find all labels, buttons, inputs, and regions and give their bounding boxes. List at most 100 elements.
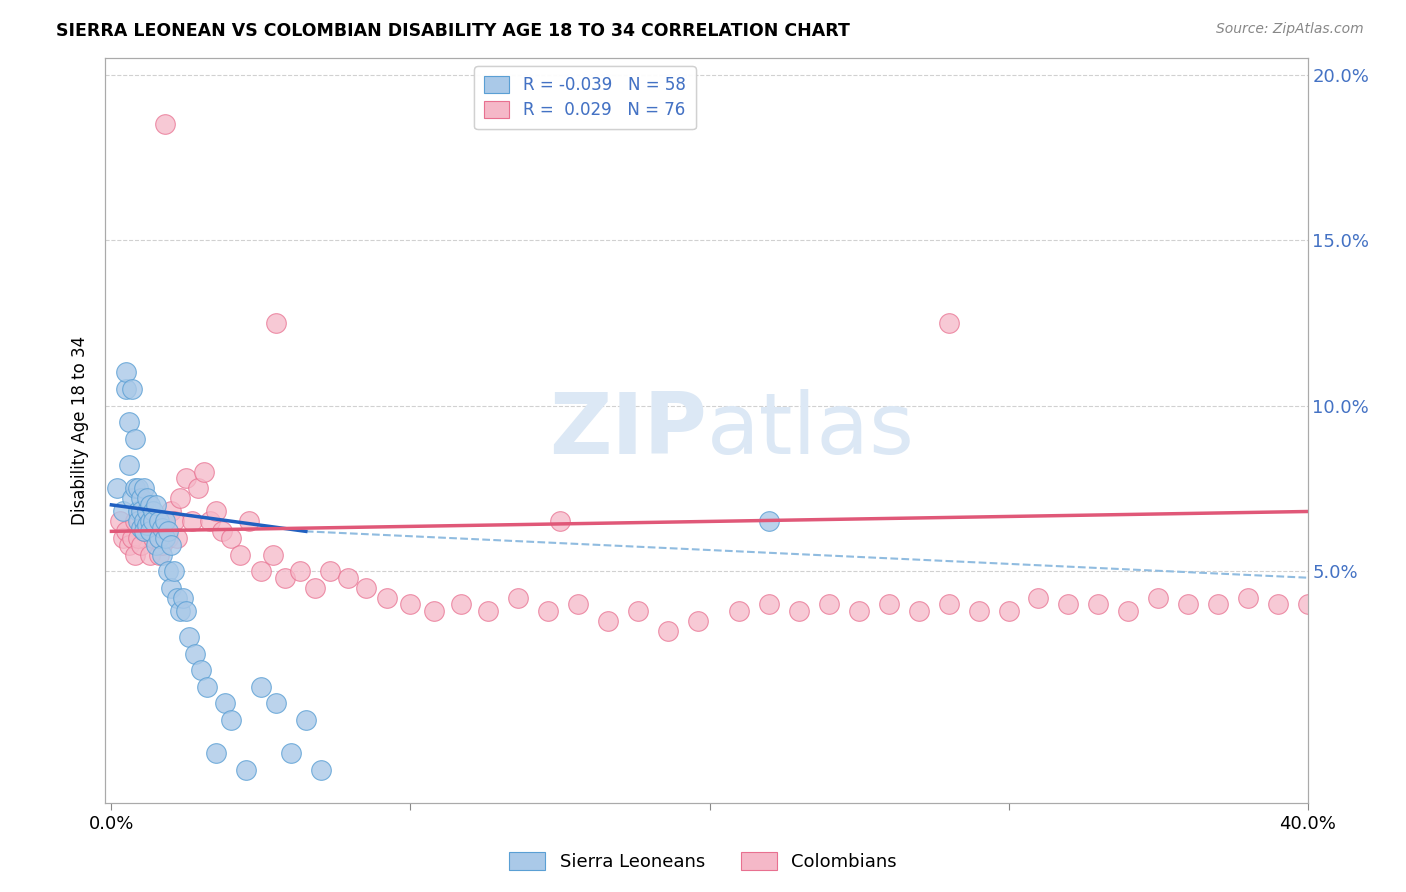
Point [274, 571, 297, 585]
Point [142, 531, 165, 545]
Point [134, 515, 156, 529]
Text: SIERRA LEONEAN VS COLOMBIAN DISABILITY AGE 18 TO 34 CORRELATION CHART: SIERRA LEONEAN VS COLOMBIAN DISABILITY A… [56, 22, 851, 40]
Point [166, 531, 188, 545]
Text: atlas: atlas [707, 389, 914, 472]
Point [205, 504, 228, 518]
Point [115, 366, 138, 380]
Point [184, 647, 207, 661]
Point [174, 604, 197, 618]
Point [908, 604, 931, 618]
Point [1267, 597, 1289, 611]
Point [1296, 597, 1319, 611]
Point [134, 481, 156, 495]
Point [537, 604, 560, 618]
Point [967, 604, 990, 618]
Point [169, 491, 191, 506]
Point [139, 524, 162, 539]
Point [174, 471, 197, 485]
Point [155, 531, 177, 545]
Point [112, 504, 135, 518]
Point [107, 481, 129, 495]
Point [131, 504, 153, 518]
Text: ZIP: ZIP [548, 389, 707, 472]
Point [136, 515, 159, 529]
Point [139, 498, 162, 512]
Point [304, 581, 326, 595]
Point [127, 481, 149, 495]
Point [115, 524, 138, 539]
Point [131, 491, 153, 506]
Point [728, 604, 751, 618]
Point [567, 597, 589, 611]
Point [121, 491, 143, 506]
Point [319, 564, 342, 578]
Point [131, 538, 153, 552]
Point [295, 713, 318, 727]
Point [118, 458, 141, 472]
Point [145, 538, 167, 552]
Point [118, 415, 141, 429]
Point [238, 515, 260, 529]
Point [205, 746, 228, 760]
Point [195, 680, 218, 694]
Y-axis label: Disability Age 18 to 34: Disability Age 18 to 34 [72, 335, 90, 525]
Point [124, 481, 146, 495]
Point [136, 491, 159, 506]
Point [596, 614, 619, 628]
Point [145, 515, 167, 529]
Point [262, 548, 284, 562]
Point [235, 763, 257, 777]
Point [1236, 591, 1258, 605]
Point [136, 504, 159, 518]
Point [166, 591, 188, 605]
Point [686, 614, 709, 628]
Point [211, 524, 233, 539]
Point [1057, 597, 1080, 611]
Point [160, 504, 183, 518]
Point [142, 504, 165, 518]
Point [423, 604, 446, 618]
Point [877, 597, 900, 611]
Point [181, 515, 204, 529]
Point [336, 571, 359, 585]
Point [1116, 604, 1139, 618]
Point [229, 548, 252, 562]
Point [134, 524, 156, 539]
Point [121, 531, 143, 545]
Point [938, 597, 960, 611]
Point [548, 515, 571, 529]
Point [139, 515, 162, 529]
Point [818, 597, 841, 611]
Point [309, 763, 332, 777]
Point [127, 531, 149, 545]
Point [163, 564, 186, 578]
Point [148, 548, 170, 562]
Point [142, 515, 165, 529]
Point [190, 664, 212, 678]
Point [124, 548, 146, 562]
Point [150, 538, 173, 552]
Point [997, 604, 1019, 618]
Point [115, 382, 138, 396]
Point [1087, 597, 1109, 611]
Point [157, 524, 180, 539]
Point [150, 521, 173, 535]
Point [477, 604, 499, 618]
Legend: Sierra Leoneans, Colombians: Sierra Leoneans, Colombians [502, 845, 904, 879]
Point [124, 432, 146, 446]
Point [214, 697, 236, 711]
Point [219, 531, 242, 545]
Point [127, 504, 149, 518]
Point [121, 382, 143, 396]
Point [450, 597, 472, 611]
Point [169, 604, 191, 618]
Point [148, 531, 170, 545]
Point [150, 548, 173, 562]
Point [198, 515, 221, 529]
Point [193, 465, 215, 479]
Point [250, 680, 273, 694]
Point [375, 591, 398, 605]
Point [124, 515, 146, 529]
Point [1028, 591, 1050, 605]
Point [657, 624, 679, 638]
